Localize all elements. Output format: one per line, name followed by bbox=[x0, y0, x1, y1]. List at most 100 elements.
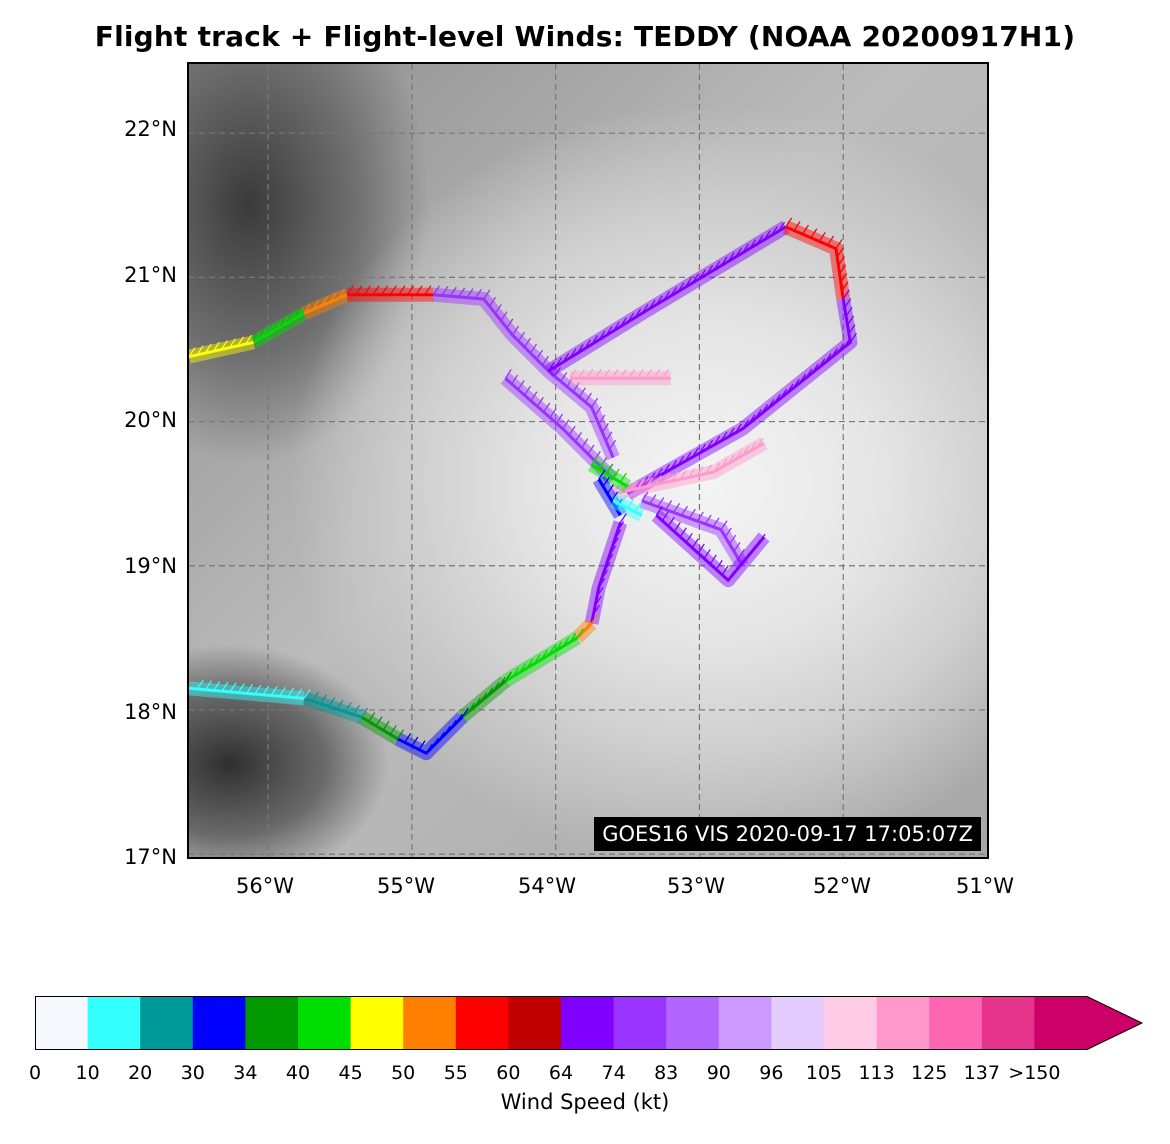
colorbar-tick-label: >150 bbox=[1008, 1062, 1061, 1084]
wind-barb bbox=[737, 558, 746, 569]
wind-barb bbox=[801, 224, 810, 235]
wind-barb bbox=[810, 228, 818, 239]
wind-barb bbox=[713, 462, 721, 473]
wind-barb bbox=[785, 217, 793, 228]
wind-barb bbox=[685, 532, 693, 543]
wind-barb bbox=[709, 554, 717, 565]
wind-barb bbox=[734, 423, 742, 434]
wind-barb bbox=[352, 705, 360, 715]
wind-barb bbox=[754, 409, 762, 419]
wind-barb bbox=[576, 628, 584, 639]
colorbar-tick-label: 40 bbox=[285, 1062, 311, 1084]
wind-barb bbox=[598, 330, 606, 341]
wind-barb bbox=[449, 719, 457, 730]
wind-barb bbox=[720, 431, 728, 442]
wind-barb bbox=[619, 368, 627, 379]
flight-track-segment bbox=[626, 298, 852, 496]
wind-barb bbox=[677, 282, 685, 293]
wind-barb bbox=[849, 332, 857, 343]
wind-barb bbox=[698, 443, 706, 454]
colorbar-swatch bbox=[876, 996, 930, 1050]
colorbar-tick-label: 30 bbox=[180, 1062, 205, 1084]
wind-barb bbox=[236, 336, 245, 347]
wind-barb bbox=[720, 256, 728, 267]
colorbar-swatch bbox=[613, 996, 667, 1050]
wind-barb bbox=[799, 373, 807, 384]
colorbar-swatch bbox=[666, 996, 720, 1050]
wind-barb bbox=[840, 272, 848, 283]
wind-barb bbox=[583, 621, 591, 631]
wind-barb bbox=[511, 374, 519, 385]
wind-barb bbox=[237, 683, 245, 693]
wind-barb bbox=[486, 687, 494, 697]
wind-barb bbox=[657, 497, 665, 507]
wind-barb bbox=[274, 320, 282, 331]
wind-speed-colorbar bbox=[35, 996, 1144, 1050]
wind-barb bbox=[425, 743, 433, 754]
wind-barb bbox=[715, 559, 723, 570]
wind-barb bbox=[517, 380, 525, 390]
flight-track-segment bbox=[785, 225, 845, 300]
wind-barb bbox=[691, 538, 699, 549]
wind-barb bbox=[576, 344, 584, 354]
wind-barb bbox=[758, 533, 766, 544]
wind-barb bbox=[727, 427, 735, 438]
wind-barb bbox=[289, 312, 297, 323]
wind-barb bbox=[727, 252, 735, 262]
wind-barb bbox=[688, 468, 696, 478]
wind-barb bbox=[591, 455, 599, 466]
wind-barb bbox=[612, 468, 620, 479]
wind-barb bbox=[411, 736, 419, 747]
flight-track-segment bbox=[612, 499, 643, 517]
colorbar-swatch bbox=[35, 996, 89, 1050]
wind-barb bbox=[212, 341, 220, 352]
wind-barb bbox=[396, 729, 405, 740]
wind-barb bbox=[818, 358, 826, 369]
wind-barb bbox=[415, 285, 423, 296]
wind-barb bbox=[720, 520, 728, 531]
wind-barb bbox=[662, 473, 671, 484]
wind-barb bbox=[526, 658, 534, 669]
colorbar-swatch bbox=[192, 996, 246, 1050]
wind-barb bbox=[602, 477, 610, 487]
flight-track-segment bbox=[590, 463, 629, 488]
wind-barb bbox=[363, 285, 371, 296]
wind-barb bbox=[662, 464, 671, 474]
wind-barb bbox=[262, 685, 270, 696]
wind-barb bbox=[641, 491, 649, 502]
wind-barb bbox=[842, 289, 850, 300]
colorbar-tick-label: 55 bbox=[443, 1062, 468, 1084]
wind-barb bbox=[691, 273, 699, 284]
wind-barb bbox=[612, 491, 620, 502]
wind-barb bbox=[655, 505, 663, 516]
wind-barb bbox=[523, 337, 532, 348]
flight-track-segment bbox=[360, 715, 399, 741]
wind-barb bbox=[320, 296, 328, 307]
wind-barb bbox=[598, 578, 606, 588]
wind-barb bbox=[835, 239, 843, 249]
wind-barb bbox=[696, 511, 704, 522]
satellite-source-label: GOES16 VIS 2020-09-17 17:05:07Z bbox=[594, 817, 981, 851]
wind-barb bbox=[598, 459, 606, 470]
wind-barb bbox=[734, 247, 742, 258]
flight-track-segment bbox=[597, 478, 622, 517]
wind-barb bbox=[691, 447, 699, 458]
wind-barb bbox=[432, 285, 440, 296]
wind-barb bbox=[749, 239, 757, 249]
wind-barb bbox=[655, 468, 663, 478]
wind-barb bbox=[673, 503, 681, 513]
wind-barb bbox=[634, 308, 642, 319]
wind-barb bbox=[466, 288, 474, 298]
wind-barb bbox=[606, 553, 614, 564]
wind-barb bbox=[337, 289, 346, 299]
wind-barb bbox=[253, 332, 261, 343]
wind-barb bbox=[328, 697, 336, 707]
wind-barb bbox=[329, 292, 337, 303]
wind-barb bbox=[773, 393, 781, 404]
colorbar-tick-label: 10 bbox=[75, 1062, 100, 1084]
wind-barb bbox=[598, 414, 606, 425]
wind-barb bbox=[449, 286, 457, 297]
colorbar-swatch bbox=[771, 996, 825, 1050]
colorbar-swatch bbox=[824, 996, 878, 1050]
wind-barb bbox=[830, 348, 838, 358]
